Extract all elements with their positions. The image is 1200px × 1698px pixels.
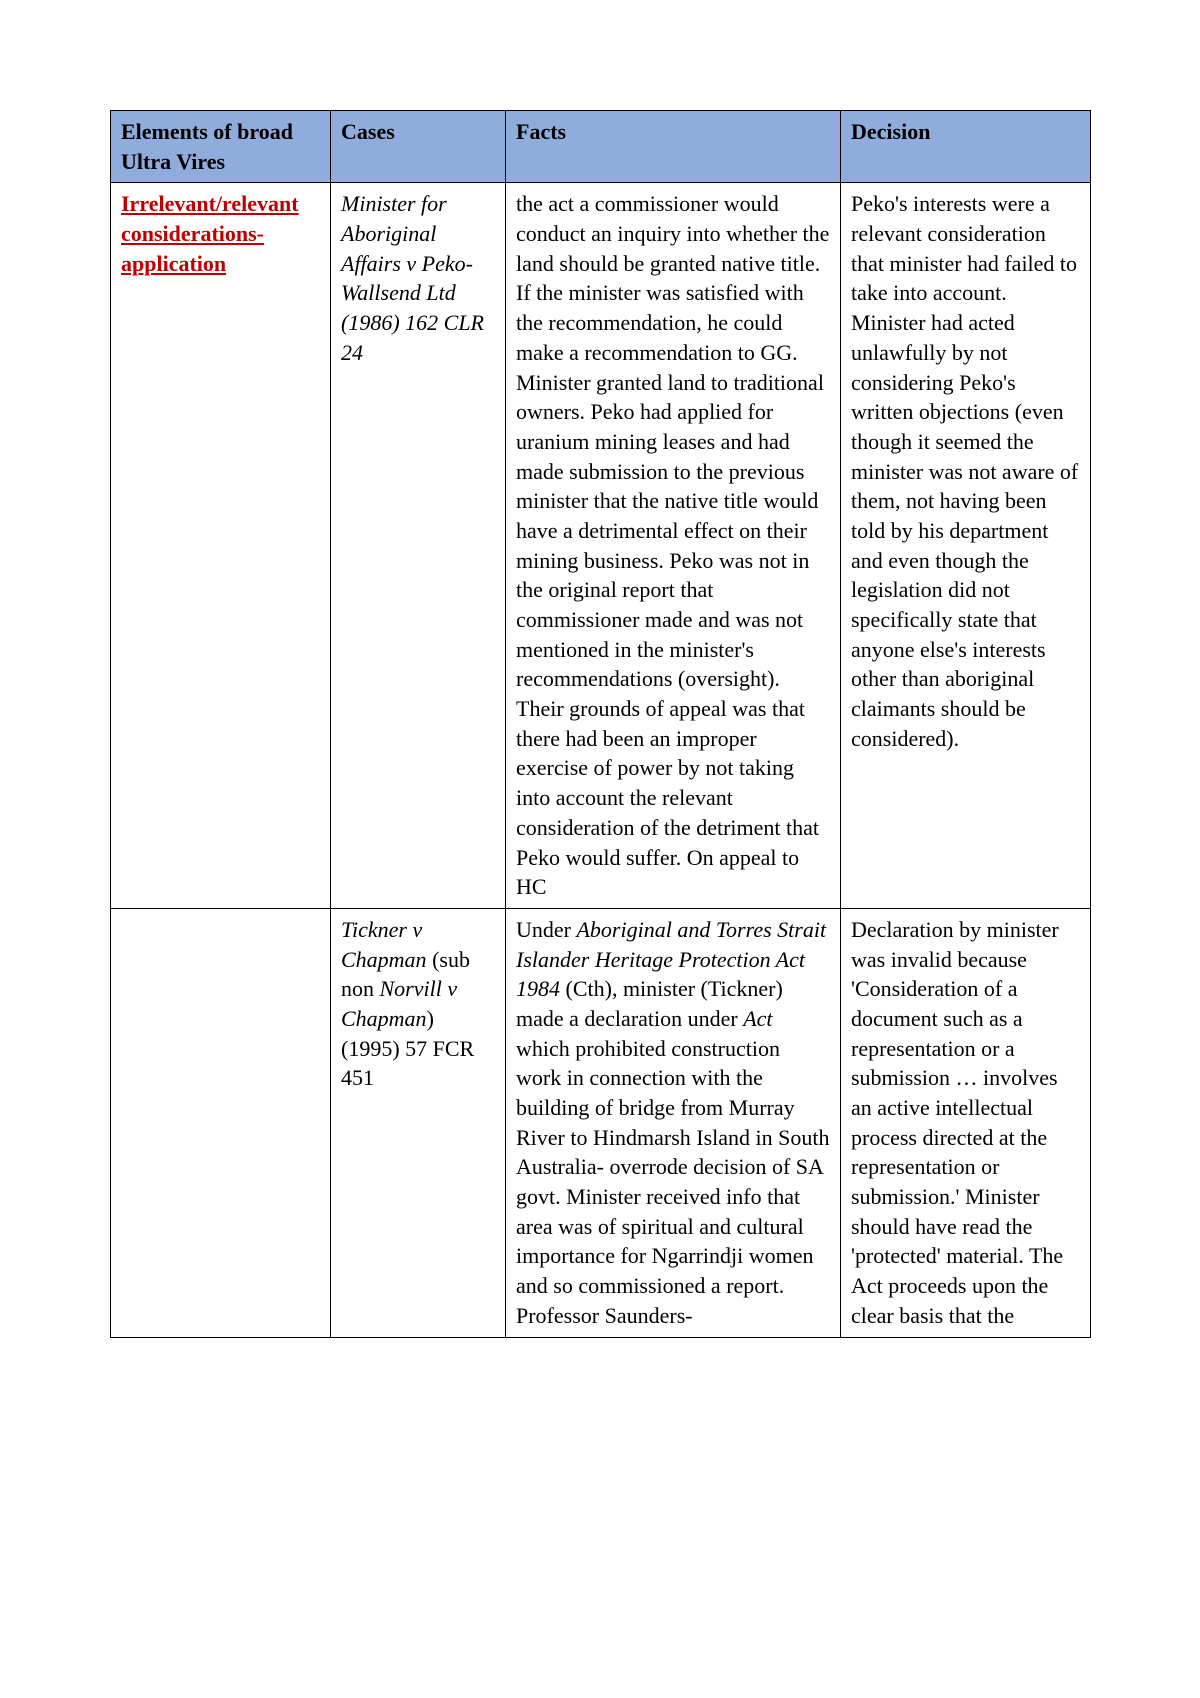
case-citation: Minister for Aboriginal Affairs v Peko-W… [341, 191, 484, 364]
table-row: Tickner v Chapman (sub non Norvill v Cha… [111, 908, 1091, 1337]
cell-decision: Declaration by minister was invalid beca… [841, 908, 1091, 1337]
col-facts: Facts [506, 111, 841, 183]
table-header: Elements of broad Ultra Vires Cases Fact… [111, 111, 1091, 183]
cell-case: Minister for Aboriginal Affairs v Peko-W… [331, 183, 506, 909]
case-table: Elements of broad Ultra Vires Cases Fact… [110, 110, 1091, 1338]
col-decision: Decision [841, 111, 1091, 183]
facts-text: the act a commissioner would conduct an … [516, 191, 829, 899]
decision-text: Declaration by minister was invalid beca… [851, 917, 1063, 1328]
cell-case: Tickner v Chapman (sub non Norvill v Cha… [331, 908, 506, 1337]
col-cases: Cases [331, 111, 506, 183]
facts-mid: which prohibited construction work in co… [516, 1036, 829, 1328]
facts-pre: Under [516, 917, 576, 942]
cell-facts: Under Aboriginal and Torres Strait Islan… [506, 908, 841, 1337]
cell-element-empty [111, 908, 331, 1337]
decision-text: Peko's interests were a relevant conside… [851, 191, 1078, 750]
case-citation-part: Tickner v Chapman [341, 917, 427, 972]
cell-facts: the act a commissioner would conduct an … [506, 183, 841, 909]
cell-element: Irrelevant/relevant considerations- appl… [111, 183, 331, 909]
cell-decision: Peko's interests were a relevant conside… [841, 183, 1091, 909]
table-row: Irrelevant/relevant considerations- appl… [111, 183, 1091, 909]
element-link[interactable]: Irrelevant/relevant considerations- appl… [121, 191, 299, 275]
col-elements: Elements of broad Ultra Vires [111, 111, 331, 183]
facts-italic: Act [743, 1006, 772, 1031]
